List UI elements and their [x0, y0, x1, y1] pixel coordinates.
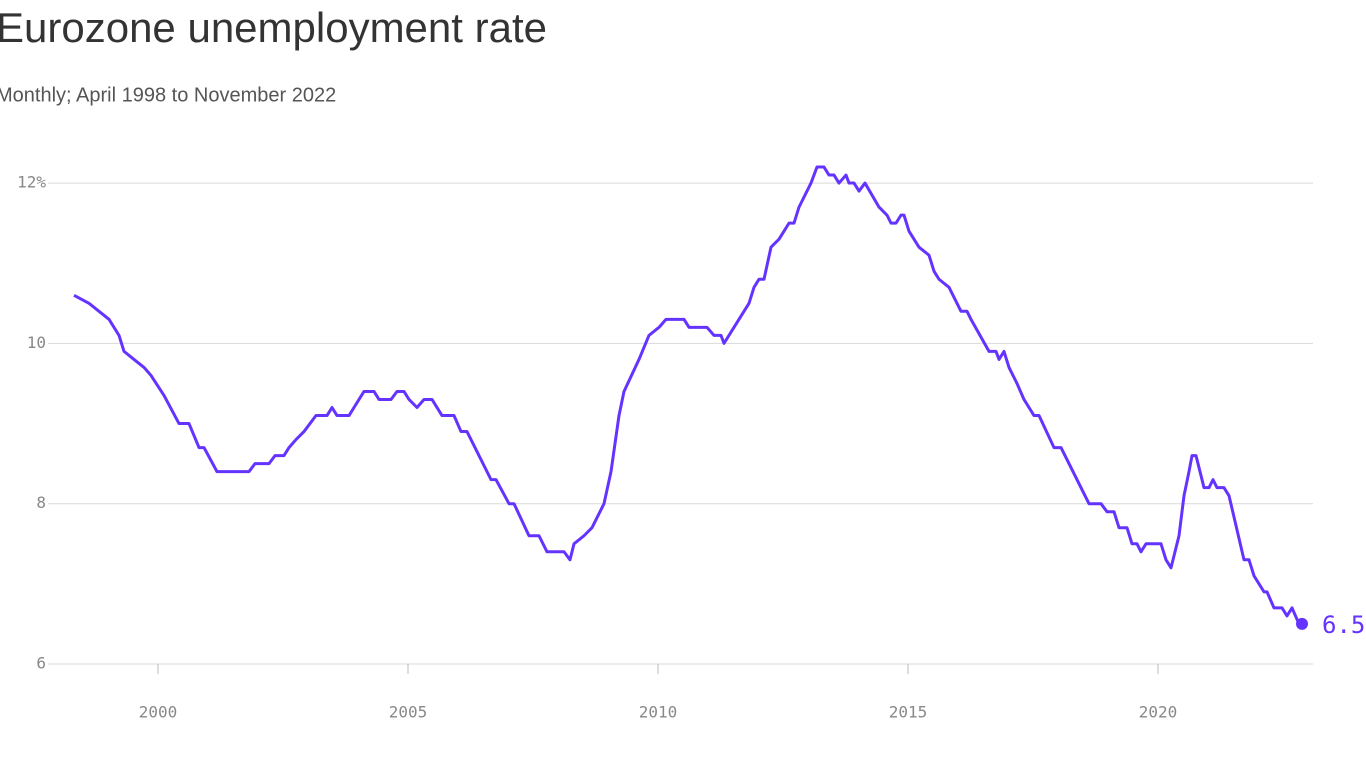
x-tick-label: 2005 — [389, 703, 428, 722]
y-tick-label: 6 — [36, 654, 46, 673]
end-label: 6.5 — [1322, 611, 1365, 639]
y-tick-label: 12% — [17, 173, 46, 192]
x-tick-label: 2015 — [889, 703, 928, 722]
chart-title: Eurozone unemployment rate — [0, 4, 547, 51]
y-tick-label: 10 — [27, 333, 46, 352]
chart-subtitle: Monthly; April 1998 to November 2022 — [0, 84, 336, 106]
x-tick-label: 2000 — [139, 703, 178, 722]
y-tick-label: 8 — [36, 493, 46, 512]
data-line — [73, 165, 1302, 626]
x-tick-label: 2010 — [639, 703, 678, 722]
end-point — [1296, 617, 1308, 630]
x-tick-label: 2020 — [1139, 703, 1178, 722]
